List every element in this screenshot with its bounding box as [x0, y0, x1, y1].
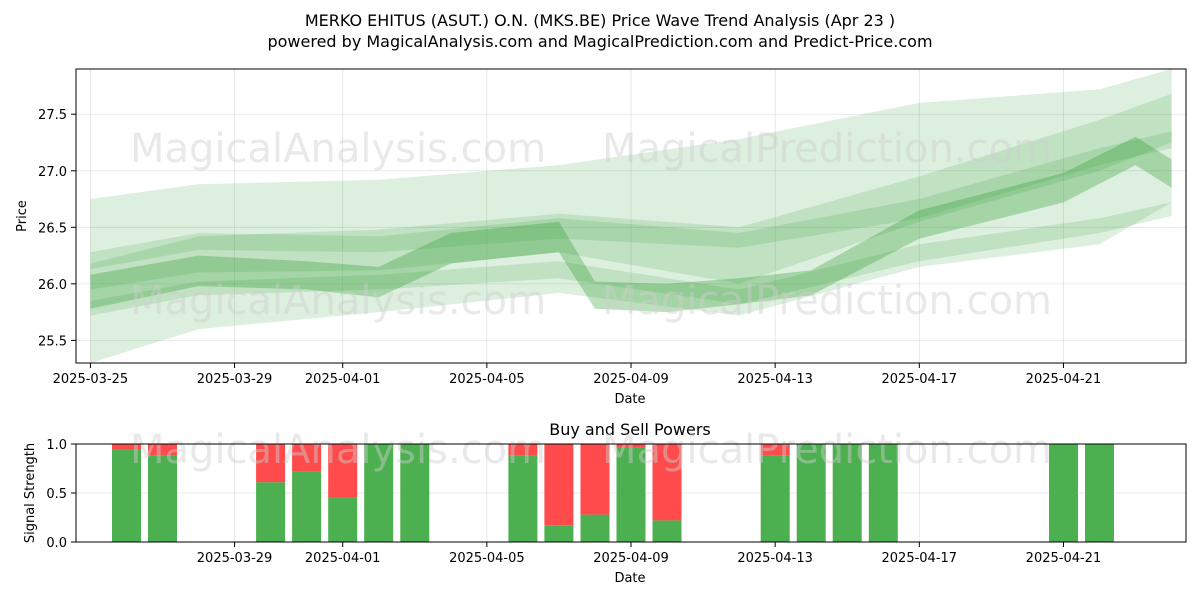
signal-x-tick-label: 2025-04-17: [882, 551, 958, 566]
signal-title: Buy and Sell Powers: [549, 420, 711, 439]
price-x-tick-label: 2025-04-21: [1026, 372, 1102, 387]
signal-y-tick-label: 1.0: [46, 438, 67, 453]
sell-bar: [544, 444, 574, 526]
buy-bar: [652, 520, 682, 542]
signal-x-tick-label: 2025-04-13: [737, 551, 813, 566]
price-y-tick-label: 27.5: [38, 108, 67, 123]
buy-bar: [292, 471, 322, 542]
buy-bar: [832, 444, 862, 542]
buy-bar: [508, 455, 538, 542]
sell-bar: [328, 444, 358, 498]
wave-band-wave-lower-channel: [90, 202, 1172, 316]
price-y-ticks: 25.5 26.0 26.5 27.0 27.5: [38, 108, 76, 349]
watermark-mid-right: MagicalPrediction.com: [602, 278, 1052, 324]
buy-bar: [580, 514, 610, 542]
price-wave-bands: [90, 69, 1172, 363]
sell-bar: [148, 444, 177, 456]
price-y-label: Price: [15, 200, 30, 232]
price-x-tick-label: 2025-04-17: [882, 372, 958, 387]
buy-bar: [256, 482, 286, 542]
price-y-tick-label: 25.5: [38, 334, 67, 349]
price-x-tick-label: 2025-04-01: [305, 372, 381, 387]
buy-bar: [796, 444, 826, 542]
price-x-tick-label: 2025-04-05: [449, 372, 525, 387]
wave-band-wave-outer: [90, 69, 1172, 363]
signal-x-tick-label: 2025-03-29: [197, 551, 273, 566]
buy-bar: [868, 444, 898, 542]
signal-x-label: Date: [614, 571, 645, 586]
signal-y-tick-label: 0.0: [46, 536, 67, 551]
wave-band-wave-mid-channel: [90, 93, 1172, 290]
price-x-label: Date: [614, 392, 645, 407]
price-x-tick-label: 2025-03-25: [53, 372, 129, 387]
wave-band-wave-upper-channel: [90, 131, 1172, 270]
watermark-top-left: MagicalAnalysis.com: [130, 126, 546, 172]
sell-bar: [292, 444, 322, 472]
signal-x-tick-label: 2025-04-05: [449, 551, 525, 566]
signal-y-tick-label: 0.5: [46, 487, 67, 502]
wave-band-wave-core: [90, 136, 1172, 313]
sell-bar: [652, 444, 682, 521]
buy-bar: [328, 497, 358, 542]
watermark-bottom-right: MagicalPrediction.com: [602, 427, 1052, 473]
price-y-tick-label: 26.0: [38, 278, 67, 293]
sell-bar: [256, 444, 286, 483]
price-y-tick-label: 27.0: [38, 165, 67, 180]
buy-bar: [1085, 444, 1114, 542]
watermark-mid-left: MagicalAnalysis.com: [130, 278, 546, 324]
price-grid: [76, 69, 1186, 363]
price-x-tick-label: 2025-03-29: [197, 372, 273, 387]
buy-bar: [112, 449, 141, 542]
price-x-tick-label: 2025-04-13: [737, 372, 813, 387]
buy-bar: [400, 444, 430, 542]
sell-bar: [760, 444, 790, 456]
signal-x-tick-label: 2025-04-09: [593, 551, 669, 566]
buy-bar: [616, 447, 646, 542]
chart-powered-by: powered by MagicalAnalysis.com and Magic…: [267, 32, 932, 51]
signal-y-ticks: 0.0 0.5 1.0: [46, 438, 76, 551]
price-x-tick-label: 2025-04-09: [593, 372, 669, 387]
signal-x-ticks: 2025-03-29 2025-04-01 2025-04-05 2025-04-09…: [197, 542, 1101, 566]
signal-x-tick-label: 2025-04-21: [1026, 551, 1102, 566]
sell-bar: [616, 444, 646, 448]
sell-bar: [112, 444, 141, 450]
signal-y-label: Signal Strength: [23, 443, 38, 543]
sell-bar: [508, 444, 538, 456]
signal-x-tick-label: 2025-04-01: [305, 551, 381, 566]
price-y-tick-label: 26.5: [38, 221, 67, 236]
watermark-bottom-left: MagicalAnalysis.com: [130, 427, 546, 473]
buy-bar: [1049, 444, 1078, 542]
signal-bars: [112, 444, 1114, 542]
buy-bar: [364, 444, 394, 542]
price-panel: MagicalAnalysis.com MagicalPrediction.co…: [15, 68, 1187, 407]
chart-title: MERKO EHITUS (ASUT.) O.N. (MKS.BE) Price…: [305, 11, 895, 30]
signal-panel: Buy and Sell Powers MagicalAnalysis.com …: [23, 420, 1187, 586]
buy-bar: [760, 455, 790, 542]
watermark-top-right: MagicalPrediction.com: [602, 126, 1052, 172]
buy-bar: [148, 455, 177, 542]
sell-bar: [580, 444, 610, 515]
buy-bar: [544, 525, 574, 542]
price-x-ticks: 2025-03-25 2025-03-29 2025-04-01 2025-04-05…: [53, 363, 1102, 387]
